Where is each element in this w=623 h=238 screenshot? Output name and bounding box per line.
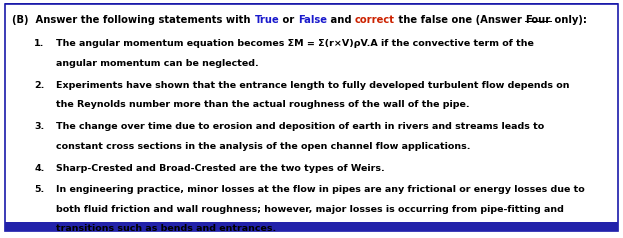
Text: The angular momentum equation becomes ΣM = Σ(r×V)ρV.A if the convective term of : The angular momentum equation becomes ΣM…	[56, 39, 534, 48]
Text: transitions such as bends and entrances.: transitions such as bends and entrances.	[56, 224, 277, 233]
Text: angular momentum can be neglected.: angular momentum can be neglected.	[56, 59, 259, 68]
Text: In engineering practice, minor losses at the flow in pipes are any frictional or: In engineering practice, minor losses at…	[56, 185, 585, 194]
Bar	[5, 222, 618, 231]
Text: both fluid friction and wall roughness; however, major losses is occurring from : both fluid friction and wall roughness; …	[56, 205, 564, 214]
Text: 5.: 5.	[34, 185, 44, 194]
Text: True: True	[254, 15, 279, 25]
Text: Four: Four	[525, 15, 551, 25]
Text: (B)  Answer the following statements with: (B) Answer the following statements with	[12, 15, 254, 25]
Text: constant cross sections in the analysis of the open channel flow applications.: constant cross sections in the analysis …	[56, 142, 470, 151]
Text: 1.: 1.	[34, 39, 45, 48]
Text: the Reynolds number more than the actual roughness of the wall of the pipe.: the Reynolds number more than the actual…	[56, 100, 470, 109]
Text: the false one (Answer: the false one (Answer	[395, 15, 525, 25]
Text: and: and	[327, 15, 355, 25]
Text: 4.: 4.	[34, 164, 45, 173]
Bar	[5, 3, 618, 4]
Text: The change over time due to erosion and deposition of earth in rivers and stream: The change over time due to erosion and …	[56, 122, 545, 131]
Text: 2.: 2.	[34, 81, 45, 90]
Text: Experiments have shown that the entrance length to fully developed turbulent flo: Experiments have shown that the entrance…	[56, 81, 569, 90]
Text: correct: correct	[355, 15, 395, 25]
Text: 3.: 3.	[34, 122, 44, 131]
Text: False: False	[298, 15, 327, 25]
Text: Sharp-Crested and Broad-Crested are the two types of Weirs.: Sharp-Crested and Broad-Crested are the …	[56, 164, 385, 173]
Text: or: or	[279, 15, 298, 25]
Text: only):: only):	[551, 15, 587, 25]
